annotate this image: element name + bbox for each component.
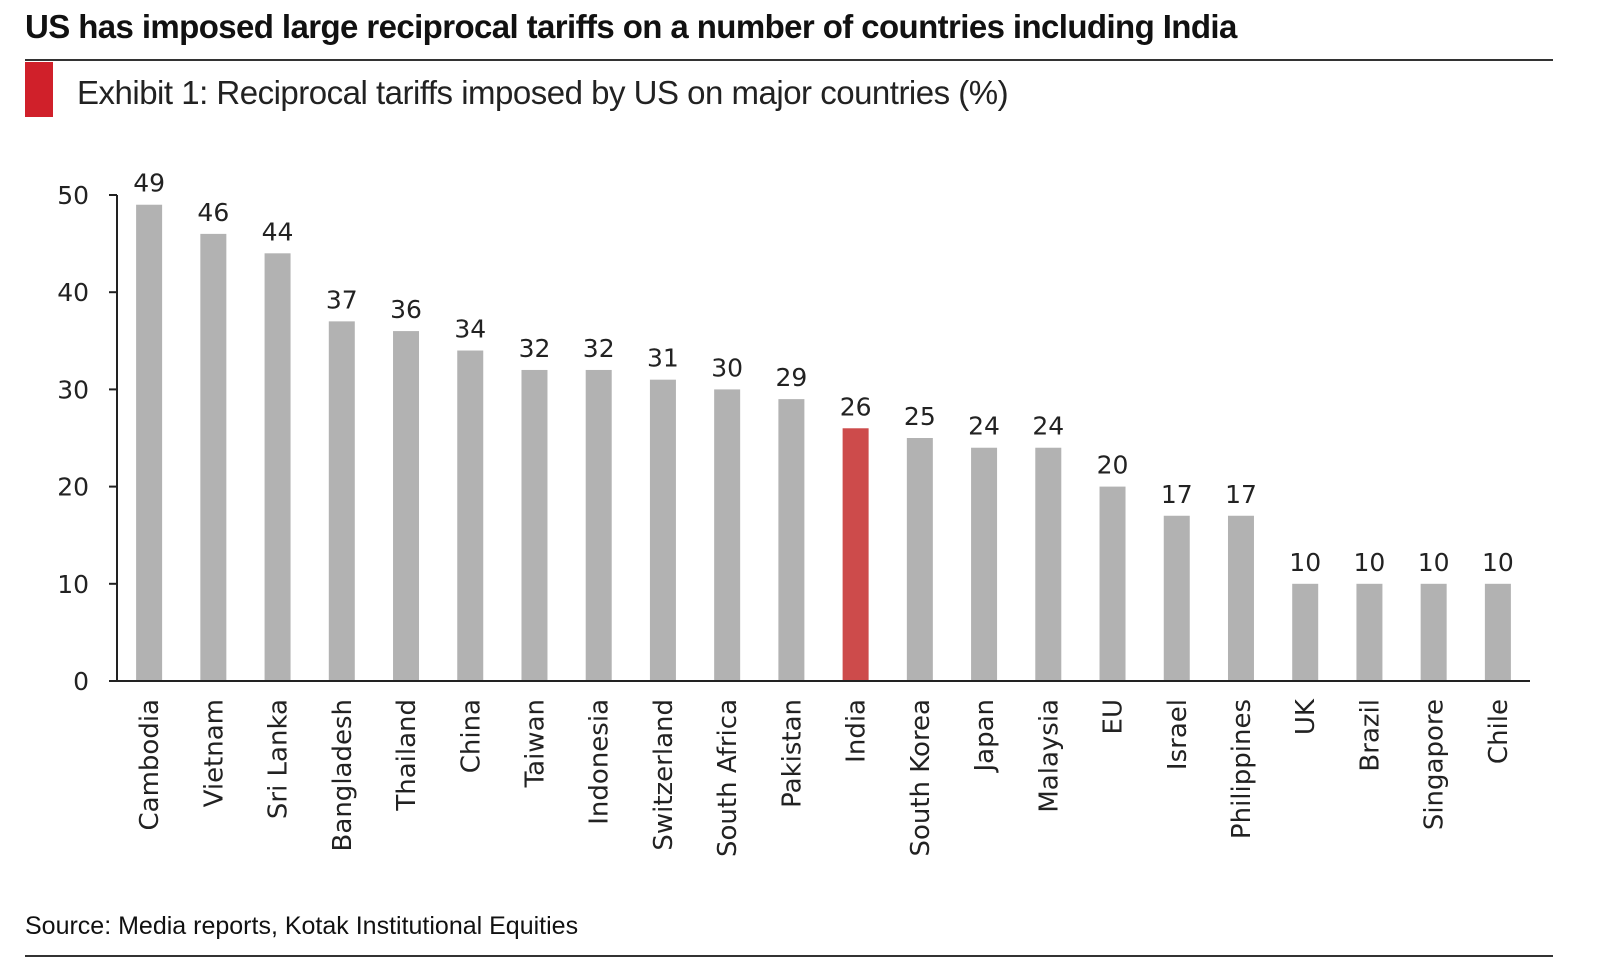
- category-label: Pakistan: [777, 699, 807, 808]
- category-label: Cambodia: [135, 699, 165, 831]
- category-label: Malaysia: [1034, 699, 1064, 813]
- y-axis: 0 10 20 30 40 50: [57, 181, 118, 696]
- bar-cambodia: [136, 204, 163, 681]
- category-label: Philippines: [1227, 699, 1257, 839]
- bar-south-korea: [906, 438, 933, 681]
- value-label: 20: [1097, 451, 1129, 480]
- category-label: Taiwan: [520, 699, 550, 788]
- bar-brazil: [1356, 583, 1383, 681]
- bottom-divider: [25, 955, 1553, 957]
- value-label: 44: [262, 217, 294, 246]
- bars: [136, 204, 1511, 681]
- value-label: 17: [1225, 480, 1257, 509]
- category-label: EU: [1099, 699, 1129, 734]
- category-label: Chile: [1484, 699, 1514, 764]
- source-note: Source: Media reports, Kotak Institution…: [25, 912, 579, 940]
- category-label: South Africa: [713, 699, 743, 857]
- category-label: Thailand: [392, 699, 422, 812]
- bar-japan: [971, 447, 998, 681]
- headline: US has imposed large reciprocal tariffs …: [25, 8, 1237, 45]
- value-label: 10: [1482, 548, 1514, 577]
- bar-israel: [1163, 515, 1190, 681]
- value-label: 10: [1418, 548, 1450, 577]
- exhibit-title: Exhibit 1: Reciprocal tariffs imposed by…: [77, 74, 1009, 111]
- category-label: Brazil: [1355, 699, 1385, 772]
- bar-sri-lanka: [264, 253, 291, 681]
- bar-pakistan: [778, 399, 805, 681]
- value-label: 10: [1354, 548, 1386, 577]
- y-tick-label: 40: [57, 278, 89, 307]
- bar-uk: [1292, 583, 1319, 681]
- category-label: South Korea: [906, 699, 936, 857]
- bar-indonesia: [585, 369, 612, 681]
- category-label: Indonesia: [585, 699, 615, 825]
- bar-bangladesh: [328, 321, 355, 681]
- value-label: 34: [454, 315, 486, 344]
- y-tick-label: 10: [57, 570, 89, 599]
- value-label: 46: [197, 198, 229, 227]
- top-divider: [25, 59, 1553, 61]
- y-tick-label: 50: [57, 181, 89, 210]
- exhibit-accent-block: [25, 62, 53, 117]
- value-label: 32: [519, 334, 551, 363]
- bar-taiwan: [521, 369, 548, 681]
- bar-south-africa: [714, 389, 741, 681]
- value-label: 24: [1032, 412, 1064, 441]
- bar-switzerland: [649, 379, 676, 681]
- category-label: Israel: [1163, 699, 1193, 770]
- bar-thailand: [393, 331, 420, 681]
- value-labels: 49 46 44 37 36 34 32 32 31 30 29 26 25 24 24 20 17 17 10 10…: [133, 169, 1514, 577]
- bar-india: [842, 428, 869, 681]
- bar-malaysia: [1035, 447, 1062, 681]
- category-label: Singapore: [1420, 699, 1450, 830]
- value-label: 10: [1289, 548, 1321, 577]
- tariff-bar-chart: 0 10 20 30 40 50 49 46 44 37 36 34 32 32 31 30 29 26 25 24…: [57, 169, 1530, 857]
- category-label: Switzerland: [649, 699, 679, 851]
- bar-eu: [1099, 486, 1126, 681]
- value-label: 29: [775, 363, 807, 392]
- category-label: UK: [1291, 698, 1321, 735]
- value-label: 17: [1161, 480, 1193, 509]
- bar-chile: [1484, 583, 1511, 681]
- category-label: China: [456, 699, 486, 773]
- value-label: 25: [904, 402, 936, 431]
- y-tick-label: 20: [57, 473, 89, 502]
- category-label: Sri Lanka: [264, 699, 294, 819]
- bar-vietnam: [200, 233, 227, 681]
- category-label: Japan: [970, 699, 1000, 774]
- value-label: 26: [840, 392, 872, 421]
- category-label: Bangladesh: [328, 699, 358, 851]
- value-label: 49: [133, 169, 165, 198]
- x-axis: Cambodia Vietnam Sri Lanka Bangladesh Thaila…: [117, 680, 1530, 857]
- category-label: Vietnam: [199, 699, 229, 807]
- value-label: 24: [968, 412, 1000, 441]
- category-label: India: [842, 699, 872, 763]
- y-tick-label: 30: [57, 375, 89, 404]
- value-label: 32: [583, 334, 615, 363]
- value-label: 36: [390, 295, 422, 324]
- bar-singapore: [1420, 583, 1447, 681]
- value-label: 37: [326, 285, 358, 314]
- value-label: 30: [711, 353, 743, 382]
- bar-china: [457, 350, 484, 681]
- bar-philippines: [1227, 515, 1254, 681]
- y-tick-label: 0: [73, 667, 89, 696]
- value-label: 31: [647, 344, 679, 373]
